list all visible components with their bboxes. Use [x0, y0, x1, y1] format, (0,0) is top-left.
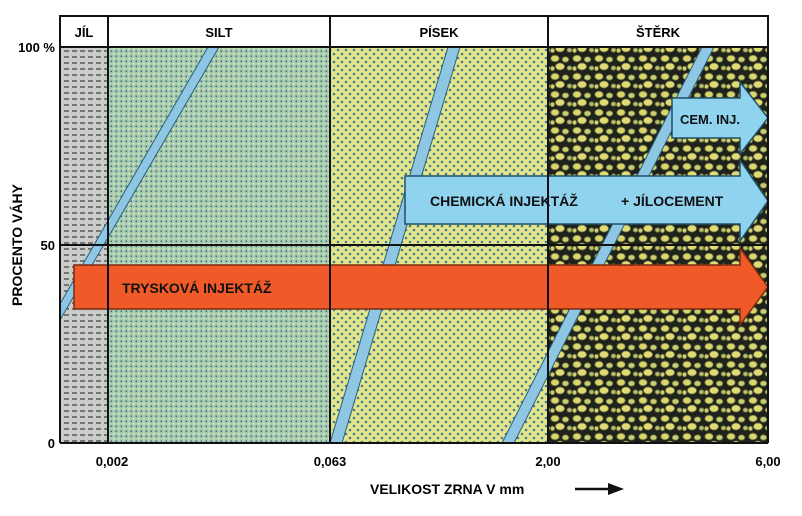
x-tick-600: 6,00 — [755, 454, 780, 469]
y-tick-50: 50 — [41, 238, 55, 253]
chemical-injection-label: CHEMICKÁ INJEKTÁŽ — [430, 192, 578, 209]
x-axis-direction-icon — [575, 483, 624, 495]
cement-injection-label: CEM. INJ. — [680, 112, 740, 127]
zone-label-clay: JÍL — [75, 25, 94, 40]
jet-grouting-label: TRYSKOVÁ INJEKTÁŽ — [122, 279, 272, 296]
y-tick-100: 100 % — [18, 40, 55, 55]
chemical-injection-arrow — [404, 157, 769, 244]
cement-injection-arrow — [671, 79, 769, 157]
zone-label-gravel: ŠTĚRK — [636, 25, 681, 40]
y-axis-title: PROCENTO VÁHY — [9, 183, 25, 306]
clay-cement-label: + JÍLOCEMENT — [621, 193, 724, 209]
x-tick-200: 2,00 — [535, 454, 560, 469]
y-tick-0: 0 — [48, 436, 55, 451]
jet-grouting-arrow — [73, 245, 769, 328]
x-axis-title: VELIKOST ZRNA V mm — [370, 481, 524, 497]
zone-header: JÍL SILT PÍSEK ŠTĚRK — [59, 15, 769, 48]
zone-label-silt: SILT — [205, 25, 232, 40]
x-tick-0063: 0,063 — [314, 454, 347, 469]
y-axis: 100 % 50 0 PROCENTO VÁHY — [9, 40, 55, 451]
x-axis: 0,002 0,063 2,00 6,00 VELIKOST ZRNA V mm — [96, 454, 781, 497]
zone-label-sand: PÍSEK — [419, 25, 459, 40]
x-tick-0002: 0,002 — [96, 454, 129, 469]
